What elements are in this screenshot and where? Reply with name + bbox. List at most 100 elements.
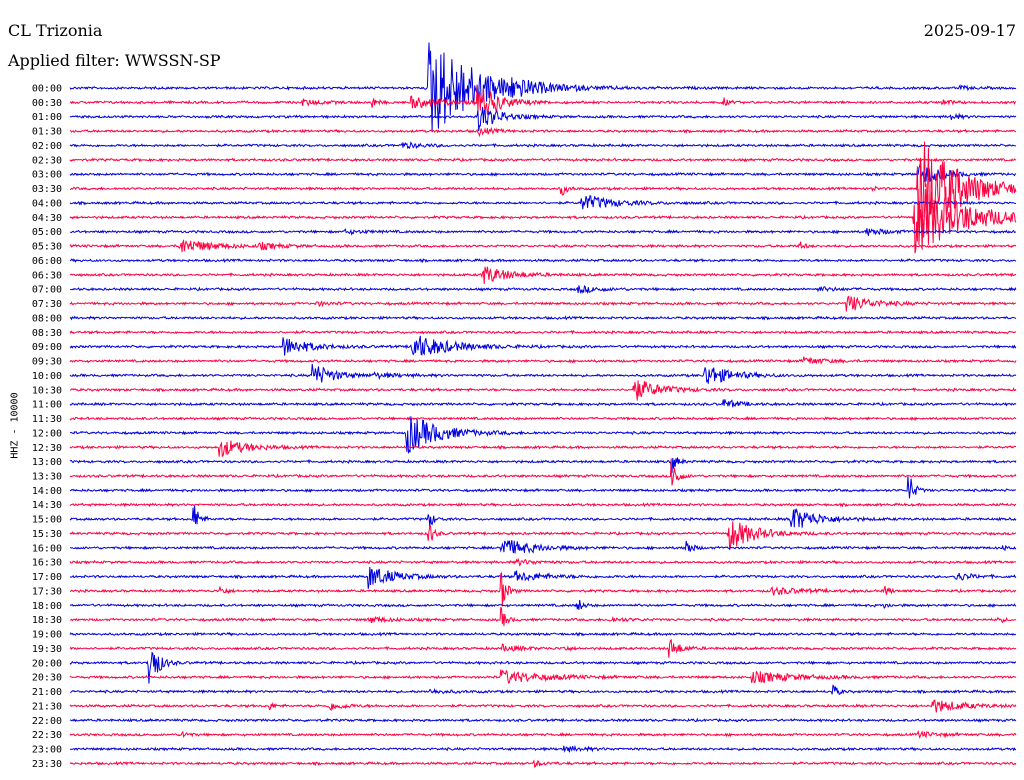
time-label: 00:30 <box>32 98 62 109</box>
time-label: 02:30 <box>32 155 62 166</box>
time-label: 10:30 <box>32 385 62 396</box>
seismic-trace <box>69 106 1017 132</box>
time-label: 02:00 <box>32 141 62 152</box>
time-label: 10:00 <box>32 371 62 382</box>
time-label: 16:30 <box>32 558 62 569</box>
time-label: 03:30 <box>32 184 62 195</box>
time-label: 09:30 <box>32 357 62 368</box>
seismic-trace <box>69 557 1017 567</box>
seismic-trace <box>69 476 1017 499</box>
time-label: 23:30 <box>32 759 62 770</box>
seismic-trace <box>69 188 1017 254</box>
seismic-trace <box>69 356 1017 365</box>
time-label: 13:30 <box>32 471 62 482</box>
time-label: 23:00 <box>32 745 62 756</box>
seismic-trace <box>69 599 1017 610</box>
time-label: 12:00 <box>32 428 62 439</box>
time-label: 18:00 <box>32 601 62 612</box>
seismic-trace <box>69 566 1017 589</box>
time-label: 05:00 <box>32 227 62 238</box>
time-label: 00:00 <box>32 84 62 95</box>
station-name: CL Trizonia <box>8 21 103 40</box>
time-label: 04:30 <box>32 213 62 224</box>
seismic-trace <box>69 638 1017 658</box>
seismic-trace <box>69 157 1017 163</box>
seismic-trace <box>69 571 1017 607</box>
seismic-trace <box>69 606 1017 627</box>
seismic-trace <box>69 684 1017 696</box>
seismic-trace <box>69 729 1017 739</box>
seismic-trace <box>69 195 1017 210</box>
time-label: 20:30 <box>32 673 62 684</box>
time-label: 22:30 <box>32 730 62 741</box>
seismic-trace <box>69 759 1017 768</box>
seismic-trace <box>69 699 1017 713</box>
time-label: 15:00 <box>32 515 62 526</box>
seismic-trace <box>69 284 1017 295</box>
seismic-trace <box>69 85 1017 115</box>
time-label: 17:30 <box>32 586 62 597</box>
time-label: 13:00 <box>32 457 62 468</box>
time-label: 22:00 <box>32 716 62 727</box>
time-label: 21:30 <box>32 701 62 712</box>
seismic-trace <box>69 669 1017 684</box>
seismic-trace <box>69 335 1017 356</box>
time-label: 07:00 <box>32 285 62 296</box>
time-label: 06:30 <box>32 270 62 281</box>
time-label: 01:00 <box>32 112 62 123</box>
time-label: 20:00 <box>32 658 62 669</box>
time-label: 16:00 <box>32 543 62 554</box>
filter-label: Applied filter: WWSSN-SP <box>8 51 221 70</box>
seismic-trace <box>69 161 1017 182</box>
seismic-trace <box>69 651 1017 684</box>
time-label: 09:00 <box>32 342 62 353</box>
time-label: 03:00 <box>32 170 62 181</box>
seismic-trace <box>69 717 1017 723</box>
time-label: 19:30 <box>32 644 62 655</box>
time-label: 21:00 <box>32 687 62 698</box>
time-label: 18:30 <box>32 615 62 626</box>
seismic-trace <box>69 363 1017 384</box>
seismic-trace <box>69 457 1017 474</box>
seismic-trace <box>69 415 1017 422</box>
seismic-trace <box>69 502 1017 508</box>
seismic-trace <box>69 416 1017 454</box>
time-label: 11:30 <box>32 414 62 425</box>
seismic-trace <box>69 126 1017 138</box>
seismic-trace <box>69 228 1017 236</box>
time-label: 06:00 <box>32 256 62 267</box>
seismic-trace <box>69 238 1017 253</box>
time-label: 15:30 <box>32 529 62 540</box>
time-label: 04:00 <box>32 198 62 209</box>
time-label: 14:00 <box>32 486 62 497</box>
time-label: 01:30 <box>32 127 62 138</box>
seismic-trace <box>69 42 1017 133</box>
seismic-trace <box>69 399 1017 408</box>
seismic-trace <box>69 315 1017 321</box>
time-label: 12:30 <box>32 443 62 454</box>
seismic-trace <box>69 744 1017 753</box>
seismic-trace <box>69 266 1017 285</box>
time-label: 07:30 <box>32 299 62 310</box>
seismic-trace <box>69 458 1017 486</box>
seismic-trace <box>69 380 1017 401</box>
seismic-trace <box>69 295 1017 312</box>
time-label: 08:00 <box>32 313 62 324</box>
seismic-trace <box>69 540 1017 554</box>
time-label: 17:00 <box>32 572 62 583</box>
seismic-trace <box>69 141 1017 230</box>
seismic-trace <box>69 141 1017 150</box>
time-label: 08:30 <box>32 328 62 339</box>
time-label: 11:00 <box>32 400 62 411</box>
seismic-trace <box>69 505 1017 528</box>
seismic-trace <box>69 631 1017 637</box>
time-label: 19:00 <box>32 630 62 641</box>
seismic-trace <box>69 329 1017 335</box>
time-label: 05:30 <box>32 242 62 253</box>
seismic-trace <box>69 257 1017 264</box>
plot-date: 2025-09-17 <box>923 21 1016 40</box>
time-label: 14:30 <box>32 500 62 511</box>
seismic-trace <box>69 521 1017 551</box>
seismic-trace <box>69 440 1017 457</box>
